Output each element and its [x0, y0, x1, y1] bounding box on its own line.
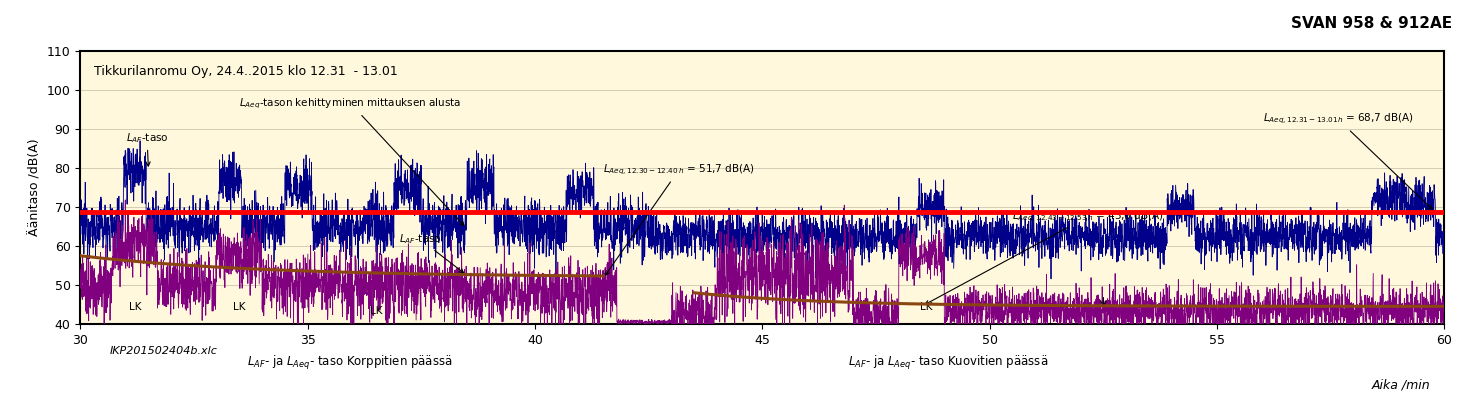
Text: LK: LK: [369, 307, 382, 316]
Text: Aika /min: Aika /min: [1371, 378, 1430, 391]
Text: $L_{Aeq,12.30-12.40\,h}$ = 51,7 dB(A): $L_{Aeq,12.30-12.40\,h}$ = 51,7 dB(A): [603, 162, 754, 275]
Text: SVAN 958 & 912AE: SVAN 958 & 912AE: [1291, 16, 1452, 31]
Text: $L_{Aeq,12.31-13.01h}$ = 68,7 dB(A): $L_{Aeq,12.31-13.01h}$ = 68,7 dB(A): [1262, 112, 1433, 209]
Y-axis label: Äänitaso /dB(A): Äänitaso /dB(A): [28, 139, 41, 237]
Text: $L_{AF}$-taso: $L_{AF}$-taso: [398, 232, 464, 273]
Text: $L_{Aeq}$-tason kehittyminen mittauksen alusta: $L_{Aeq}$-tason kehittyminen mittauksen …: [239, 96, 464, 226]
Text: $L_{AF}$- ja $L_{Aeq}$- taso Kuovitien päässä: $L_{AF}$- ja $L_{Aeq}$- taso Kuovitien p…: [848, 354, 1049, 372]
Text: IKP201502404b.xlc: IKP201502404b.xlc: [109, 346, 217, 356]
Text: LK: LK: [919, 303, 932, 312]
Text: LK: LK: [233, 303, 245, 312]
Text: Tikkurilanromu Oy, 24.4..2015 klo 12.31  - 13.01: Tikkurilanromu Oy, 24.4..2015 klo 12.31 …: [93, 65, 398, 78]
Text: $L_{Aeq,12.43-12.53\,h}$ = 43,6 dB(A): $L_{Aeq,12.43-12.53\,h}$ = 43,6 dB(A): [925, 209, 1164, 305]
Text: $L_{AF}$-taso: $L_{AF}$-taso: [125, 131, 168, 166]
Text: LK: LK: [128, 303, 142, 312]
Text: $L_{AF}$- ja $L_{Aeq}$- taso Korppitien päässä: $L_{AF}$- ja $L_{Aeq}$- taso Korppitien …: [248, 354, 452, 372]
